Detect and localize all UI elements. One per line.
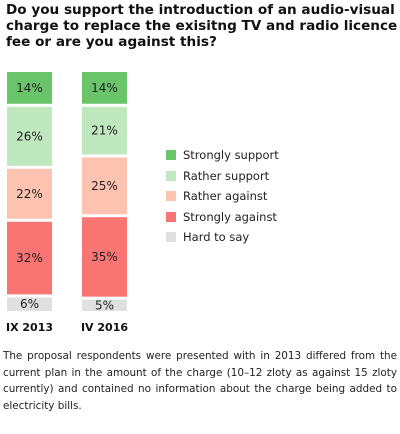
category-label: IX 2013 [6,321,53,334]
legend-item: Rather against [166,186,279,207]
legend-label: Strongly support [183,148,279,163]
bar-segment [7,168,52,219]
legend-swatch [166,150,176,161]
bar-segment [82,106,127,155]
data-label: 21% [91,124,118,138]
legend-swatch [166,232,176,243]
legend: Strongly support Rather support Rather aga… [166,145,279,248]
legend-swatch [166,211,176,222]
legend-label: Hard to say [183,230,250,245]
bar-segment [82,157,127,215]
data-label: 14% [91,81,118,95]
data-label: 25% [91,179,118,193]
legend-swatch [166,191,176,202]
bar-segment [7,297,52,311]
data-label: 26% [16,129,43,143]
category-label: IV 2016 [81,321,128,334]
footnote: The proposal respondents were presented … [3,350,397,412]
legend-label: Rather against [183,189,268,204]
legend-label: Rather support [183,168,270,183]
legend-item: Strongly support [166,145,279,166]
bar-segment [7,72,52,104]
data-label: 14% [16,81,43,95]
bar-segment [82,72,127,104]
data-label: 6% [20,297,39,311]
data-label: 35% [91,250,118,264]
chart-title: Do you support the introduction of an au… [6,2,398,50]
data-label: 32% [16,251,43,265]
legend-swatch [166,170,176,181]
legend-item: Strongly against [166,207,279,228]
data-label: 5% [95,298,114,312]
bar-segment [82,299,127,311]
legend-label: Strongly against [183,209,277,224]
legend-item: Rather support [166,166,279,187]
stacked-bar-chart: 14% 26% 22% 32% 6% IX 2013 14% 21% 25% 35% 5% IV 20… [6,72,128,334]
data-label: 22% [16,187,43,201]
bar-segment [82,217,127,297]
legend-item: Hard to say [166,227,279,248]
bar-segment [7,106,52,166]
bar-segment [7,221,52,295]
